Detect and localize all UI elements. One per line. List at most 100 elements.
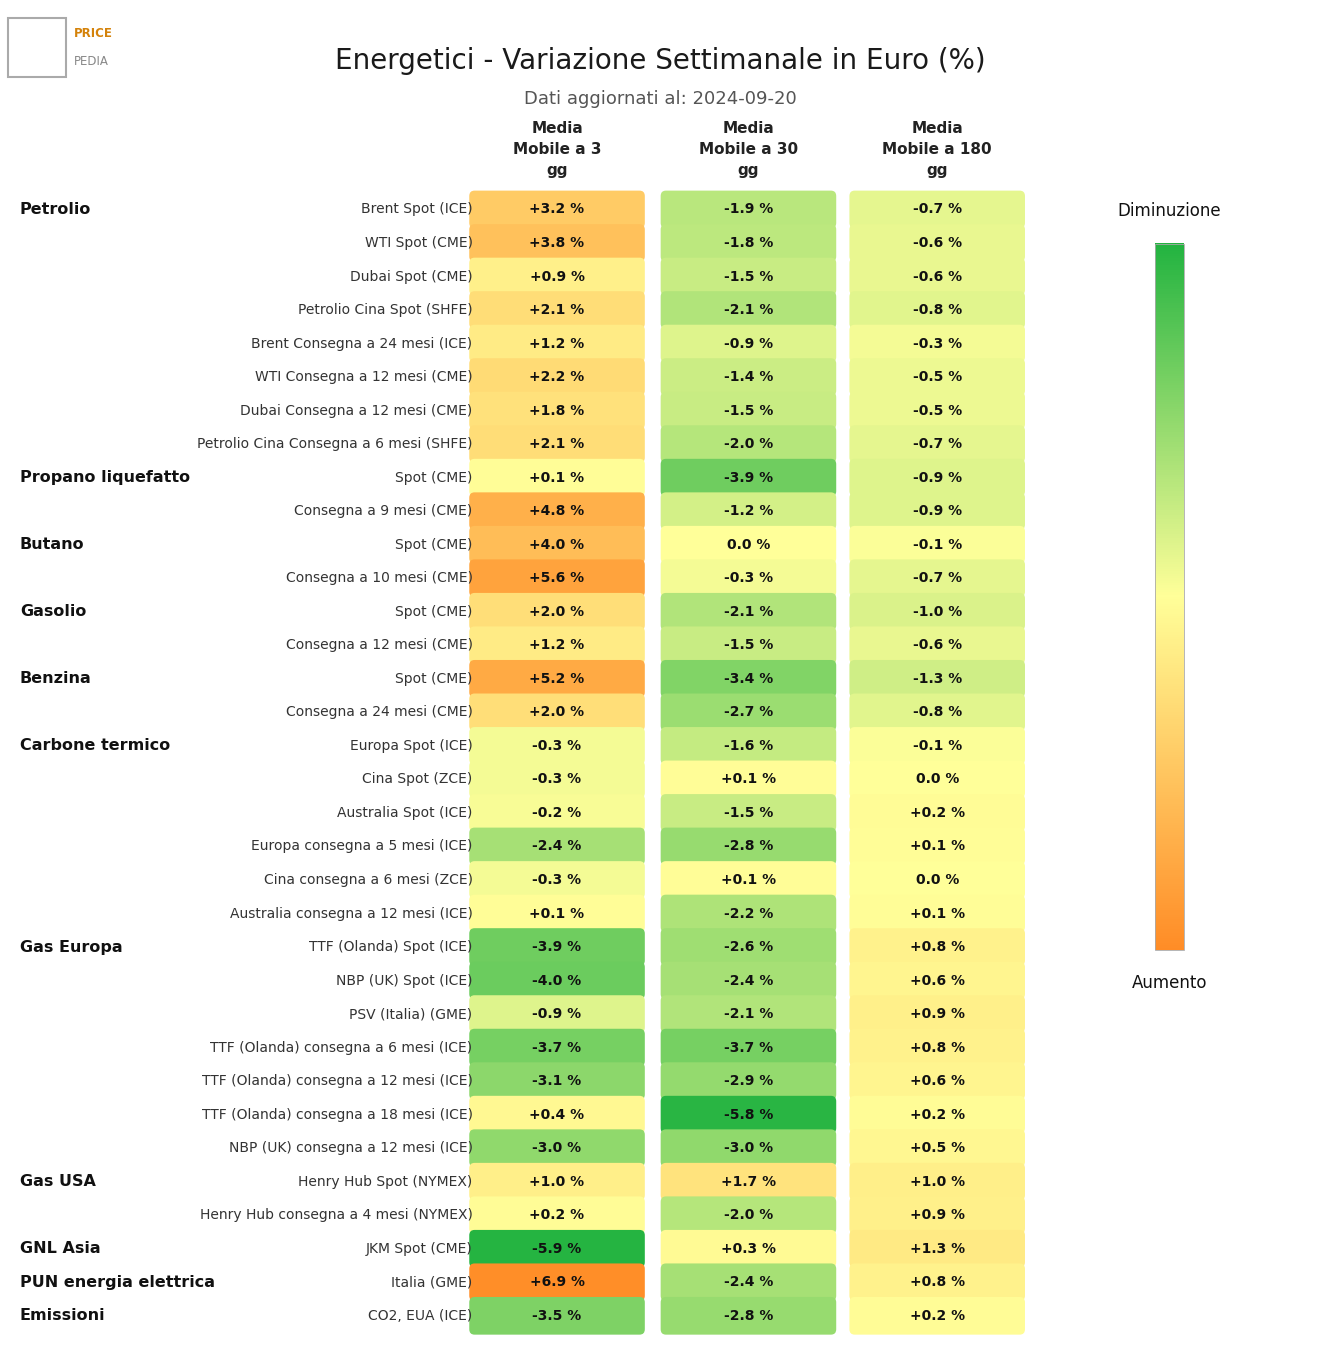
FancyBboxPatch shape — [850, 1163, 1024, 1201]
Text: +0.2 %: +0.2 % — [909, 1107, 965, 1122]
Bar — [1155, 634, 1184, 636]
FancyBboxPatch shape — [850, 1063, 1024, 1101]
Text: Spot (CME): Spot (CME) — [395, 672, 473, 685]
FancyBboxPatch shape — [470, 693, 644, 731]
Bar — [1155, 499, 1184, 503]
Bar — [1155, 342, 1184, 346]
Text: Butano: Butano — [20, 537, 84, 552]
Bar — [1155, 875, 1184, 879]
Bar — [1155, 856, 1184, 860]
FancyBboxPatch shape — [470, 794, 644, 832]
Bar — [1155, 811, 1184, 816]
Bar — [1155, 483, 1184, 487]
Bar — [1155, 419, 1184, 423]
Bar — [1155, 600, 1184, 604]
Text: -0.3 %: -0.3 % — [532, 772, 582, 787]
Bar — [1155, 262, 1184, 266]
Bar — [1155, 567, 1184, 571]
Text: -2.0 %: -2.0 % — [723, 1208, 774, 1223]
Bar — [1155, 400, 1184, 404]
Bar — [1155, 836, 1184, 840]
Bar — [1155, 547, 1184, 550]
FancyBboxPatch shape — [470, 593, 644, 631]
Text: -2.8 %: -2.8 % — [723, 840, 774, 854]
Bar — [1155, 589, 1184, 593]
Text: Brent Spot (ICE): Brent Spot (ICE) — [360, 202, 473, 217]
Text: -0.8 %: -0.8 % — [912, 706, 962, 719]
Bar — [1155, 368, 1184, 372]
Bar — [1155, 370, 1184, 373]
FancyBboxPatch shape — [660, 862, 837, 898]
FancyBboxPatch shape — [470, 292, 644, 328]
Text: Consegna a 12 mesi (CME): Consegna a 12 mesi (CME) — [285, 638, 473, 653]
Text: +3.8 %: +3.8 % — [529, 236, 585, 250]
Bar — [1155, 746, 1184, 750]
Bar — [1155, 874, 1184, 877]
Text: Consegna a 9 mesi (CME): Consegna a 9 mesi (CME) — [294, 505, 473, 518]
Bar — [1155, 643, 1184, 646]
Bar — [1155, 936, 1184, 940]
FancyBboxPatch shape — [470, 1197, 644, 1234]
Bar — [1155, 316, 1184, 319]
Bar — [1155, 537, 1184, 540]
Text: Dubai Spot (CME): Dubai Spot (CME) — [350, 270, 473, 284]
Bar — [1155, 706, 1184, 710]
Bar — [1155, 631, 1184, 635]
Text: +2.0 %: +2.0 % — [529, 605, 585, 619]
Bar — [1155, 864, 1184, 867]
Bar — [1155, 697, 1184, 700]
Bar — [1155, 381, 1184, 385]
Text: +3.2 %: +3.2 % — [529, 202, 585, 217]
Text: +0.1 %: +0.1 % — [529, 471, 585, 484]
Text: +2.2 %: +2.2 % — [529, 370, 585, 384]
Text: -2.1 %: -2.1 % — [723, 303, 774, 318]
Bar — [1155, 592, 1184, 594]
Bar — [1155, 794, 1184, 797]
FancyBboxPatch shape — [660, 593, 837, 631]
FancyBboxPatch shape — [850, 1096, 1024, 1133]
Text: NBP (UK) consegna a 12 mesi (ICE): NBP (UK) consegna a 12 mesi (ICE) — [228, 1141, 473, 1155]
FancyBboxPatch shape — [660, 493, 837, 531]
Bar — [1155, 714, 1184, 716]
Bar — [1155, 433, 1184, 437]
Bar — [1155, 429, 1184, 433]
Text: Petrolio Cina Spot (SHFE): Petrolio Cina Spot (SHFE) — [298, 303, 473, 318]
Bar — [1155, 480, 1184, 484]
Text: +1.0 %: +1.0 % — [529, 1175, 585, 1189]
Bar — [1155, 615, 1184, 619]
Text: 0.0 %: 0.0 % — [916, 873, 958, 887]
Text: +0.8 %: +0.8 % — [909, 1041, 965, 1054]
Bar — [1155, 407, 1184, 411]
Text: Petrolio: Petrolio — [20, 202, 91, 217]
FancyBboxPatch shape — [660, 1096, 837, 1133]
Bar — [1155, 932, 1184, 936]
FancyBboxPatch shape — [470, 1263, 644, 1301]
Text: -0.5 %: -0.5 % — [912, 403, 962, 418]
Text: Henry Hub consegna a 4 mesi (NYMEX): Henry Hub consegna a 4 mesi (NYMEX) — [199, 1208, 473, 1223]
Bar — [1155, 760, 1184, 764]
Bar — [1155, 311, 1184, 315]
Bar — [1155, 565, 1184, 569]
Bar — [1155, 413, 1184, 417]
Bar — [1155, 645, 1184, 649]
FancyBboxPatch shape — [850, 593, 1024, 631]
FancyBboxPatch shape — [660, 1163, 837, 1201]
Bar — [1155, 689, 1184, 693]
Text: -0.7 %: -0.7 % — [912, 571, 962, 585]
Bar — [1155, 650, 1184, 654]
Text: -0.9 %: -0.9 % — [912, 505, 962, 518]
Text: +0.1 %: +0.1 % — [721, 772, 776, 787]
Bar — [1155, 638, 1184, 642]
Bar — [1155, 609, 1184, 613]
FancyBboxPatch shape — [850, 794, 1024, 832]
Text: -0.6 %: -0.6 % — [912, 638, 962, 653]
Bar — [1155, 278, 1184, 282]
Bar — [1155, 380, 1184, 383]
Bar — [1155, 737, 1184, 741]
Text: -0.9 %: -0.9 % — [532, 1007, 582, 1020]
Bar — [1155, 513, 1184, 517]
Text: PSV (Italia) (GME): PSV (Italia) (GME) — [350, 1007, 473, 1020]
Text: +5.2 %: +5.2 % — [529, 672, 585, 685]
Bar — [1155, 702, 1184, 706]
Text: Consegna a 24 mesi (CME): Consegna a 24 mesi (CME) — [285, 706, 473, 719]
